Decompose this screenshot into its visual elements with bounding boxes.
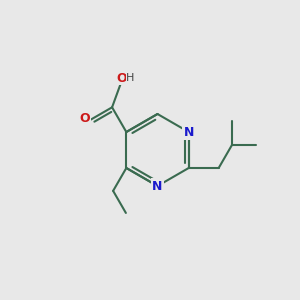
Text: O: O [117, 72, 127, 85]
Text: N: N [184, 125, 194, 139]
Text: H: H [126, 73, 135, 83]
Text: O: O [79, 112, 90, 125]
Text: N: N [152, 179, 163, 193]
